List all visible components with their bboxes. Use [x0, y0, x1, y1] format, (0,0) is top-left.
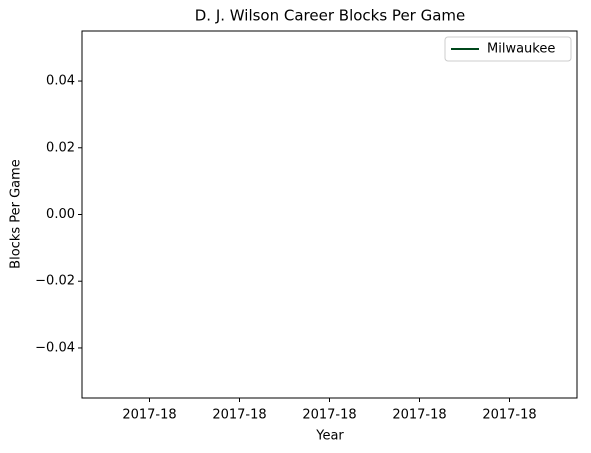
y-tick-label: −0.02 [35, 274, 75, 289]
legend-label: Milwaukee [487, 42, 555, 57]
x-tick-label: 2017-18 [122, 408, 176, 423]
y-axis-label: Blocks Per Game [9, 159, 24, 269]
plot-frame [81, 30, 578, 399]
y-tick-label: −0.04 [35, 340, 75, 355]
y-tick-label: 0.00 [46, 207, 75, 222]
chart-title: D. J. Wilson Career Blocks Per Game [195, 7, 466, 25]
x-tick-label: 2017-18 [302, 408, 356, 423]
y-tick-label: 0.02 [46, 140, 75, 155]
x-tick-label: 2017-18 [482, 408, 536, 423]
legend-box [444, 36, 572, 62]
x-tick-label: 2017-18 [212, 408, 266, 423]
y-tick-label: 0.04 [46, 74, 75, 89]
x-axis-label: Year [315, 429, 344, 444]
x-tick-label: 2017-18 [392, 408, 446, 423]
